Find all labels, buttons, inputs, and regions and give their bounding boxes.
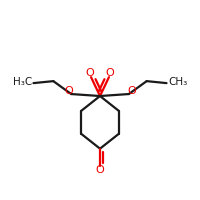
Text: O: O (64, 86, 73, 96)
Text: O: O (127, 86, 136, 96)
Text: O: O (106, 68, 114, 78)
Text: O: O (96, 165, 104, 175)
Text: O: O (86, 68, 94, 78)
Text: CH₃: CH₃ (168, 77, 187, 87)
Text: H₃C: H₃C (13, 77, 32, 87)
